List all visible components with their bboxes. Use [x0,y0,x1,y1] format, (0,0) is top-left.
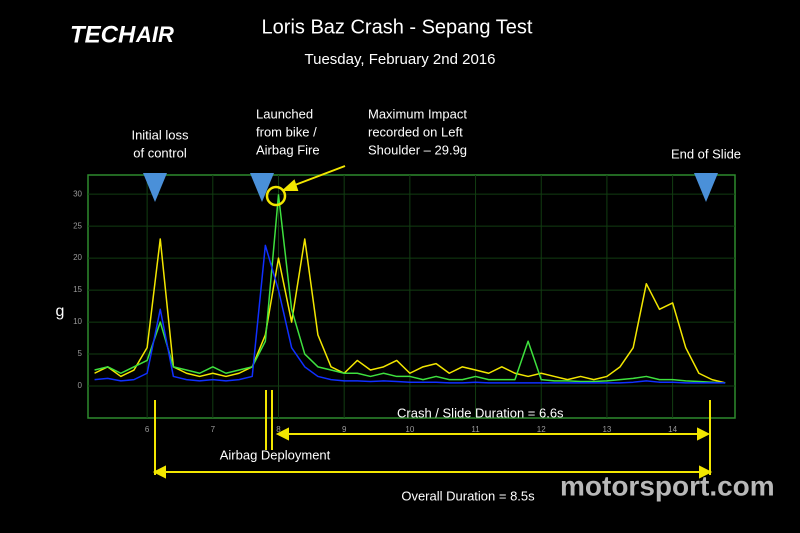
logo: AIR [135,22,174,47]
annotation: Overall Duration = 8.5s [401,488,535,503]
chart-subtitle: Tuesday, February 2nd 2016 [305,51,496,68]
y-tick-label: 5 [78,349,83,358]
x-tick-label: 9 [342,425,347,434]
annotation: Shoulder – 29.9g [368,142,467,157]
plot: 0 5 10 15 20 25 30 6 7 8 9 10 11 12 13 14 [73,174,736,434]
duration-lines [152,165,713,479]
x-tick-label: 8 [276,425,281,434]
logo: TECH [70,21,136,48]
x-tick-label: 6 [145,425,150,434]
data-line [94,238,726,384]
annotation: recorded on Left [368,124,463,139]
data-line [94,194,726,384]
y-tick-label: 10 [73,317,82,326]
annotation: Initial loss [131,127,189,142]
x-tick-label: 11 [471,425,480,434]
y-tick-label: 20 [73,253,82,262]
x-tick-label: 10 [405,425,414,434]
x-tick-label: 14 [668,425,677,434]
watermark: motorsport.com [560,470,775,501]
y-tick-label: 25 [73,221,82,230]
annotation: Airbag Deployment [220,447,331,462]
y-axis-label: g [56,303,65,320]
annotation: Launched [256,106,313,121]
y-tick-label: 15 [73,285,82,294]
y-tick-label: 30 [73,189,82,198]
annotation: from bike / [256,124,317,139]
data-line [94,244,726,384]
x-tick-label: 13 [602,425,611,434]
annotation: Airbag Fire [256,142,320,157]
annotation: of control [133,145,187,160]
annotation: End of Slide [671,146,741,161]
event-markers [143,173,718,202]
y-tick-label: 0 [78,381,83,390]
x-tick-label: 12 [537,425,546,434]
x-tick-label: 7 [211,425,216,434]
annotation: Maximum Impact [368,106,467,121]
chart-title: Loris Baz Crash - Sepang Test [262,16,533,38]
annotation: Crash / Slide Duration = 6.6s [397,405,564,420]
